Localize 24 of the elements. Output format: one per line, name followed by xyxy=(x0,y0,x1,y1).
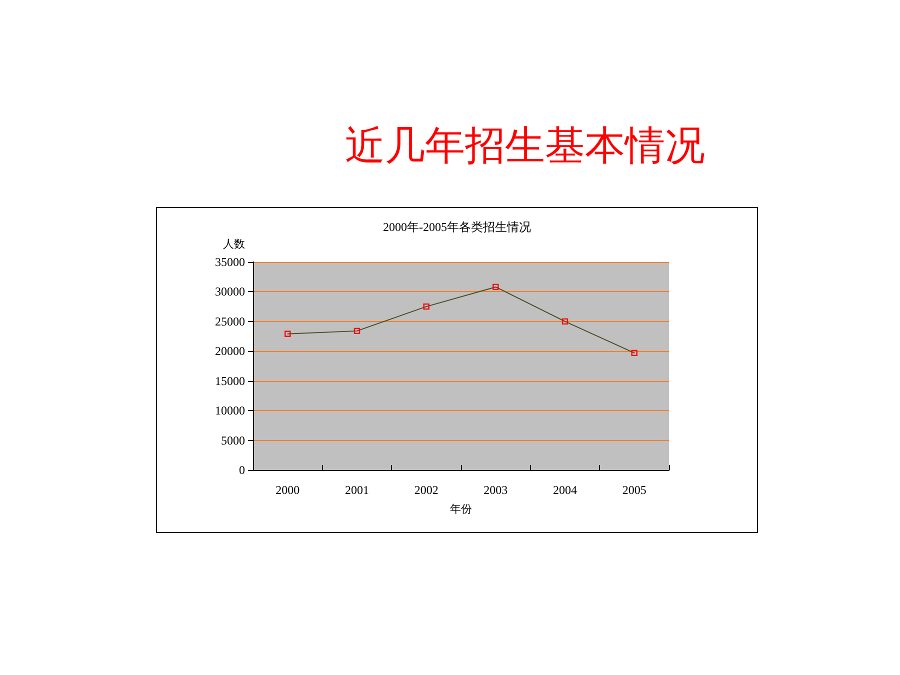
y-tick-label: 35000 xyxy=(215,255,245,269)
y-tick-label: 0 xyxy=(239,463,245,477)
x-tick-label: 2002 xyxy=(414,483,438,497)
chart-subtitle: 2000年-2005年各类招生情况 xyxy=(383,220,531,234)
y-tick-label: 30000 xyxy=(215,284,245,299)
point xyxy=(562,318,568,325)
x-tick-label: 2000 xyxy=(276,483,300,497)
y-axis-title: 人数 xyxy=(223,238,245,250)
y-tick-label: 5000 xyxy=(221,433,245,448)
point xyxy=(631,350,638,356)
point xyxy=(284,330,291,338)
x-axis-title: 年份 xyxy=(450,504,472,516)
x-tick-label: 2001 xyxy=(345,483,369,497)
point xyxy=(354,328,360,334)
x-tick-label: 2004 xyxy=(553,483,577,497)
y-tick-label: 15000 xyxy=(215,374,245,388)
y-tick-label: 20000 xyxy=(215,344,245,358)
point xyxy=(423,303,430,310)
point xyxy=(492,284,499,290)
x-tick-label: 2005 xyxy=(622,483,646,497)
x-tick-label: 2003 xyxy=(484,483,508,497)
chart-title: 近几年招生基本情况 xyxy=(344,122,706,170)
y-tick-label: 25000 xyxy=(215,314,245,328)
y-tick-label: 10000 xyxy=(215,404,245,418)
